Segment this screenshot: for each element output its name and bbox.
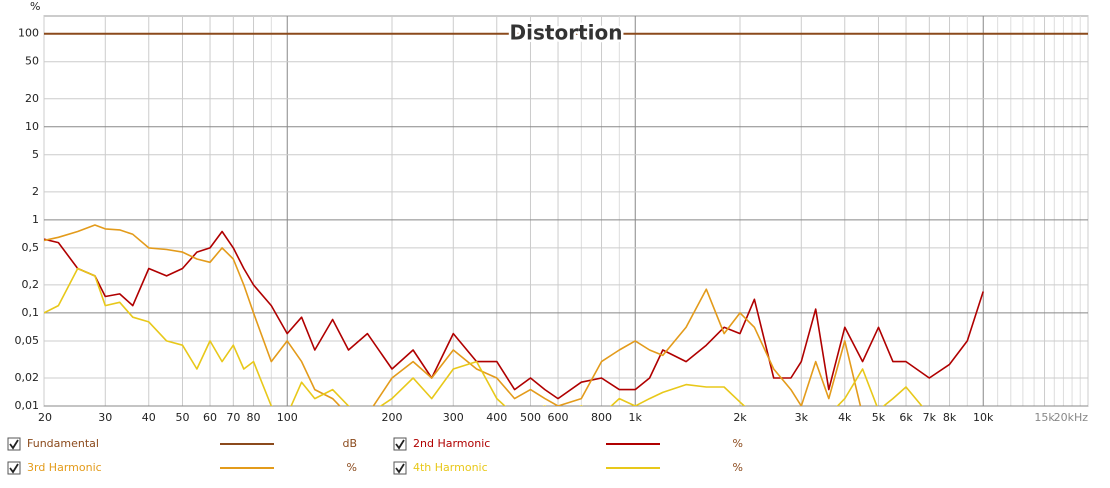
chart-title: Distortion [510,21,623,45]
legend-checkbox[interactable] [393,437,407,451]
y-tick-label: 0,5 [22,241,40,254]
x-tick-label: 60 [203,411,217,424]
y-tick-label: 10 [25,120,39,133]
y-tick-label: 0,2 [22,278,40,291]
legend-label: 4th Harmonic [413,461,488,474]
legend-label: Fundamental [27,437,99,450]
x-tick-label: 20 [38,411,52,424]
y-unit-label: % [30,0,40,13]
legend-entry: 2nd Harmonic% [393,437,743,451]
legend-label: 3rd Harmonic [27,461,102,474]
legend-checkmark [9,439,19,450]
y-tick-label: 1 [32,213,39,226]
y-tick-label: 0,02 [15,371,40,384]
plot-area [43,15,1089,407]
y-tick-label: 5 [32,148,39,161]
x-tick-label: 100 [277,411,298,424]
legend-unit: % [347,461,357,474]
y-tick-label: 0,01 [15,399,40,412]
legend-checkbox[interactable] [7,461,21,475]
x-tick-label: 10k [973,411,994,424]
series-line [44,224,862,406]
series-lines [44,32,1088,406]
x-tick-label: 40 [142,411,156,424]
legend-checkmark [395,439,405,450]
x-tick-label: 8k [943,411,957,424]
x-tick-label: 7k [923,411,937,424]
legend-checkbox[interactable] [393,461,407,475]
legend-entry: Fundamental dB [7,437,357,451]
legend-unit: % [733,461,743,474]
legend-entry: 3rd Harmonic% [7,461,357,475]
y-tick-label: 20 [25,92,39,105]
x-tick-label: 15k [1034,411,1055,424]
x-tick-label: 6k [899,411,913,424]
x-tick-label: 300 [443,411,464,424]
x-tick-label: 20kHz [1054,411,1089,424]
x-tick-label: 800 [591,411,612,424]
y-tick-label: 50 [25,55,39,68]
x-tick-label: 2k [733,411,747,424]
x-tick-label: 50 [175,411,189,424]
series-line [44,267,923,406]
series-line [44,230,984,400]
x-tick-label: 600 [548,411,569,424]
y-tick-label: 100 [18,27,39,40]
y-tick-label: 0,05 [15,334,40,347]
legend-checkbox[interactable] [7,437,21,451]
legend: Fundamental dB 2nd Harmonic %3rd Harmonic% 4… [7,437,743,475]
x-tick-label: 1k [629,411,643,424]
y-tick-label: 0,1 [22,306,40,319]
x-tick-label: 400 [486,411,507,424]
x-tick-label: 5k [872,411,886,424]
legend-label: 2nd Harmonic [413,437,490,450]
x-tick-label: 500 [520,411,541,424]
x-tick-label: 3k [795,411,809,424]
x-tick-label: 30 [98,411,112,424]
legend-entry: 4th Harmonic% [393,461,743,475]
legend-checkmark [9,463,19,474]
legend-checkmark [395,463,405,474]
y-tick-label: 2 [32,185,39,198]
x-tick-label: 70 [226,411,240,424]
x-tick-label: 200 [382,411,403,424]
x-tick-label: 80 [247,411,261,424]
legend-unit: % [733,437,743,450]
x-tick-label: 4k [838,411,852,424]
legend-unit: dB [342,437,357,450]
